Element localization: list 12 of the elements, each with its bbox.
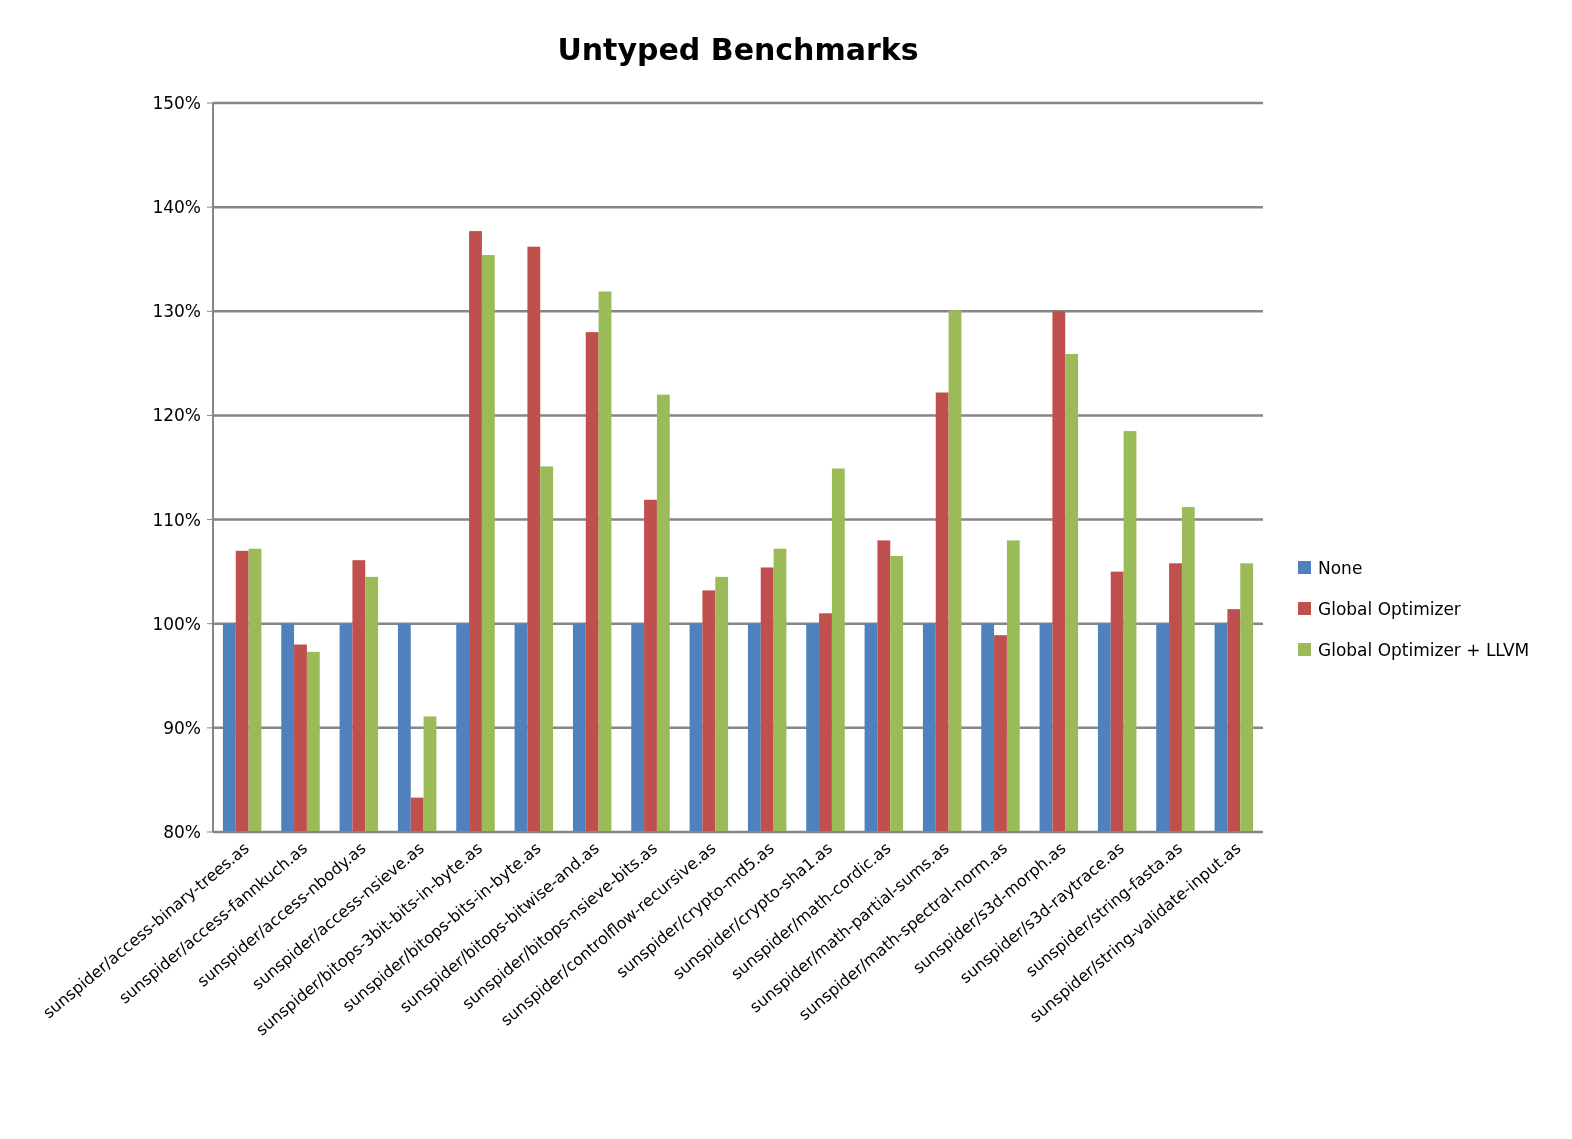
legend-label: Global Optimizer bbox=[1318, 598, 1461, 619]
chart-title: Untyped Benchmarks bbox=[557, 32, 919, 67]
y-tick-label: 100% bbox=[152, 613, 201, 634]
y-tick-label: 110% bbox=[152, 509, 201, 530]
y-tick-label: 80% bbox=[163, 821, 201, 842]
y-tick-label: 150% bbox=[152, 92, 201, 113]
y-tick-label: 90% bbox=[163, 717, 201, 738]
y-tick-label: 120% bbox=[152, 405, 201, 426]
legend-label: None bbox=[1318, 557, 1363, 578]
legend-label: Global Optimizer + LLVM bbox=[1318, 639, 1530, 660]
y-tick-label: 130% bbox=[152, 301, 201, 322]
y-tick-label: 140% bbox=[152, 197, 201, 218]
